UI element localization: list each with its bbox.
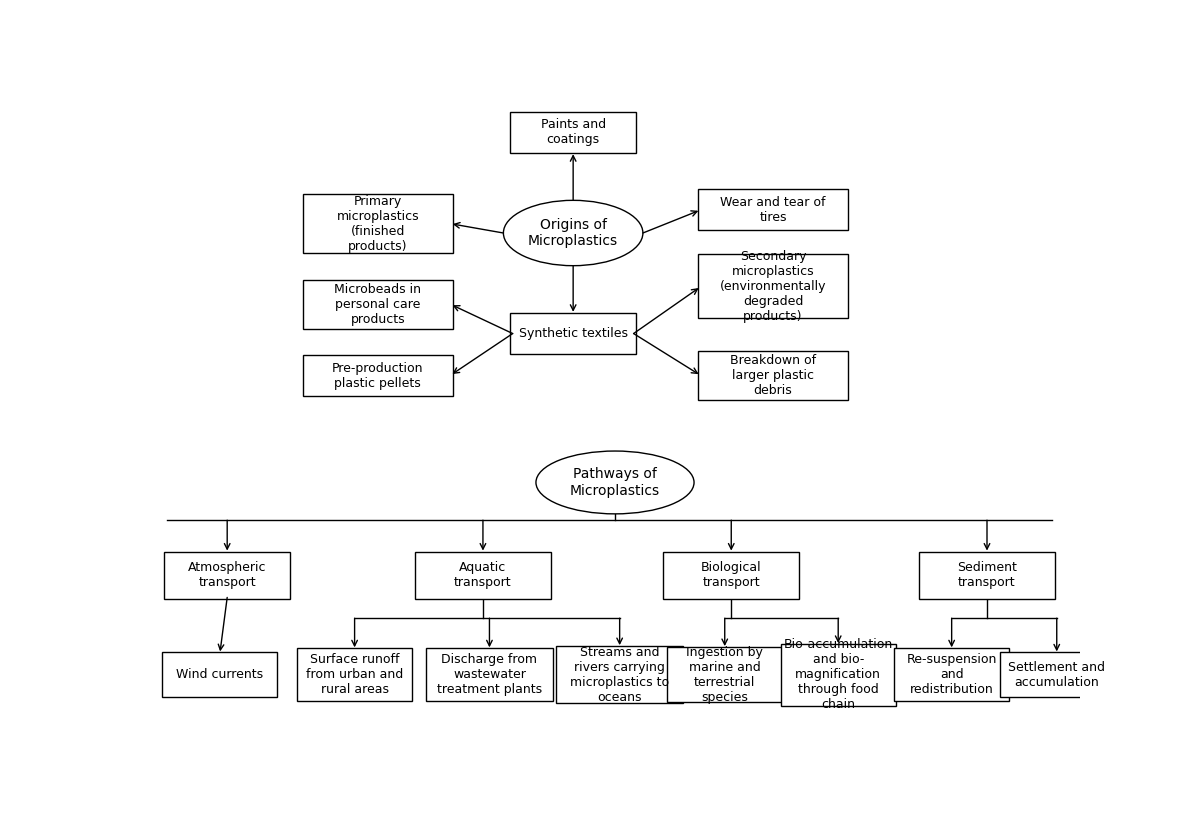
Text: Wear and tear of
tires: Wear and tear of tires	[720, 196, 826, 224]
FancyBboxPatch shape	[302, 355, 452, 397]
Text: Ingestion by
marine and
terrestrial
species: Ingestion by marine and terrestrial spec…	[686, 645, 763, 703]
Text: Origins of
Microplastics: Origins of Microplastics	[528, 218, 618, 248]
FancyBboxPatch shape	[162, 653, 277, 697]
FancyBboxPatch shape	[302, 280, 452, 329]
Text: Re-suspension
and
redistribution: Re-suspension and redistribution	[906, 654, 997, 696]
FancyBboxPatch shape	[415, 552, 551, 599]
Text: Pre-production
plastic pellets: Pre-production plastic pellets	[332, 361, 424, 389]
Text: Streams and
rivers carrying
microplastics to
oceans: Streams and rivers carrying microplastic…	[570, 645, 670, 703]
FancyBboxPatch shape	[698, 351, 848, 400]
Text: Sediment
transport: Sediment transport	[958, 561, 1016, 589]
Text: Surface runoff
from urban and
rural areas: Surface runoff from urban and rural area…	[306, 654, 403, 696]
Text: Settlement and
accumulation: Settlement and accumulation	[1008, 661, 1105, 689]
Text: Discharge from
wastewater
treatment plants: Discharge from wastewater treatment plan…	[437, 654, 542, 696]
FancyBboxPatch shape	[426, 649, 553, 701]
FancyBboxPatch shape	[557, 646, 683, 703]
FancyBboxPatch shape	[510, 313, 636, 354]
Text: Primary
microplastics
(finished
products): Primary microplastics (finished products…	[336, 194, 419, 253]
Text: Pathways of
Microplastics: Pathways of Microplastics	[570, 468, 660, 498]
FancyBboxPatch shape	[919, 552, 1055, 599]
FancyBboxPatch shape	[664, 552, 799, 599]
Text: Biological
transport: Biological transport	[701, 561, 762, 589]
FancyBboxPatch shape	[302, 194, 452, 253]
Text: Breakdown of
larger plastic
debris: Breakdown of larger plastic debris	[730, 354, 816, 397]
FancyBboxPatch shape	[698, 255, 848, 318]
FancyBboxPatch shape	[1001, 653, 1114, 697]
FancyBboxPatch shape	[667, 647, 782, 703]
FancyBboxPatch shape	[510, 112, 636, 153]
FancyBboxPatch shape	[698, 189, 848, 230]
FancyBboxPatch shape	[296, 649, 413, 701]
Ellipse shape	[504, 201, 643, 266]
Text: Paints and
coatings: Paints and coatings	[540, 118, 606, 147]
Text: Atmospheric
transport: Atmospheric transport	[188, 561, 266, 589]
FancyBboxPatch shape	[164, 552, 290, 599]
Text: Synthetic textiles: Synthetic textiles	[518, 327, 628, 340]
Text: Aquatic
transport: Aquatic transport	[454, 561, 511, 589]
Text: Microbeads in
personal care
products: Microbeads in personal care products	[335, 282, 421, 326]
FancyBboxPatch shape	[894, 649, 1009, 701]
Text: Secondary
microplastics
(environmentally
degraded
products): Secondary microplastics (environmentally…	[720, 250, 827, 323]
Text: Bio-accumulation
and bio-
magnification
through food
chain: Bio-accumulation and bio- magnification …	[784, 638, 893, 712]
Ellipse shape	[536, 451, 694, 514]
Text: Wind currents: Wind currents	[176, 668, 263, 681]
FancyBboxPatch shape	[780, 644, 896, 706]
